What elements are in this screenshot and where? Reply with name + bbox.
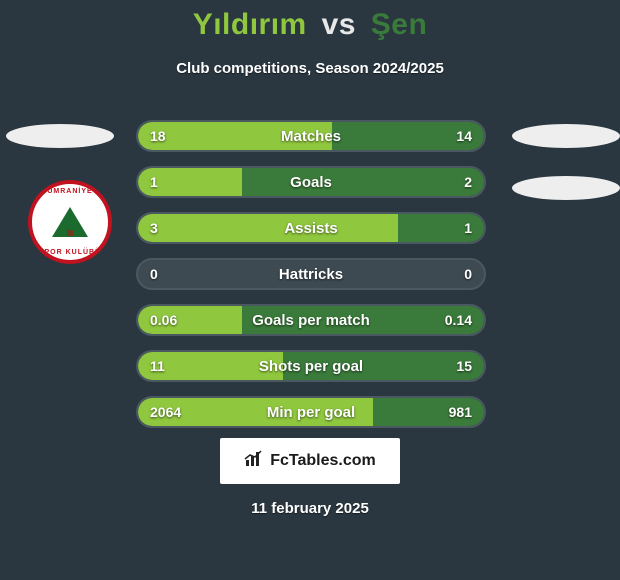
stat-fill-right — [283, 352, 484, 380]
brand-banner[interactable]: FcTables.com — [220, 438, 400, 484]
stat-fill-left — [138, 214, 398, 242]
comparison-card: { "header": { "player1": "Yıldırım", "vs… — [0, 0, 620, 580]
vs-label: vs — [322, 8, 356, 41]
stat-value-left: 2064 — [150, 404, 181, 420]
chart-icon — [244, 450, 264, 473]
player2-photo-placeholder — [512, 124, 620, 148]
stat-fill-right — [242, 168, 484, 196]
page-title: Yıldırım vs Şen — [0, 0, 620, 42]
stat-row: 2064Min per goal981 — [136, 396, 486, 428]
stat-value-left: 18 — [150, 128, 166, 144]
player2-club-placeholder — [512, 176, 620, 200]
player2-name: Şen — [371, 8, 428, 41]
stat-row: 1Goals2 — [136, 166, 486, 198]
stat-value-right: 14 — [456, 128, 472, 144]
stat-row: 11Shots per goal15 — [136, 350, 486, 382]
stat-label: Hattricks — [138, 266, 484, 283]
stat-value-left: 0.06 — [150, 312, 177, 328]
stat-value-right: 1 — [464, 220, 472, 236]
subtitle: Club competitions, Season 2024/2025 — [0, 60, 620, 77]
stats-list: 18Matches14 1Goals2 3Assists1 0Hattricks0 0.… — [136, 120, 486, 442]
stat-value-right: 0.14 — [445, 312, 472, 328]
stat-fill-left — [138, 122, 332, 150]
stat-value-right: 15 — [456, 358, 472, 374]
trunk-icon — [67, 230, 73, 236]
stat-value-left: 0 — [150, 266, 158, 282]
player1-club-badge: ÜMRANİYE SPOR KULÜBÜ — [28, 180, 112, 264]
stat-value-left: 11 — [150, 358, 165, 374]
stat-row: 0Hattricks0 — [136, 258, 486, 290]
stat-value-right: 2 — [464, 174, 472, 190]
stat-row: 18Matches14 — [136, 120, 486, 152]
brand-text: FcTables.com — [270, 452, 376, 470]
stat-row: 0.06Goals per match0.14 — [136, 304, 486, 336]
stat-value-left: 3 — [150, 220, 158, 236]
stat-value-right: 981 — [449, 404, 472, 420]
stat-value-left: 1 — [150, 174, 158, 190]
stat-row: 3Assists1 — [136, 212, 486, 244]
player1-photo-placeholder — [6, 124, 114, 148]
player1-name: Yıldırım — [193, 8, 307, 41]
badge-bottom-text: SPOR KULÜBÜ — [39, 249, 101, 256]
badge-top-text: ÜMRANİYE — [47, 188, 92, 195]
footer-date: 11 february 2025 — [0, 500, 620, 517]
stat-value-right: 0 — [464, 266, 472, 282]
